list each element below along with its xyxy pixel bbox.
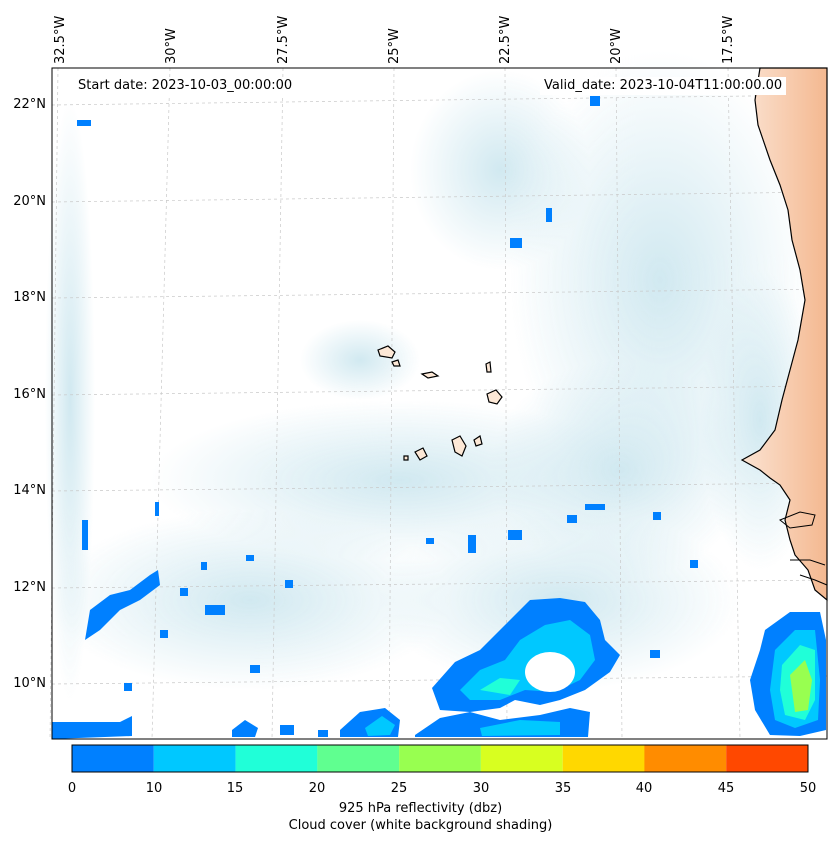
lon-label: 22.5°W (498, 15, 513, 64)
africa-land (740, 67, 828, 602)
reflectivity-patches (52, 96, 826, 739)
cape-verde-islands (377, 345, 503, 461)
map-frame (51, 67, 828, 740)
colorbar-segment (317, 745, 400, 772)
colorbar-tick: 15 (226, 781, 244, 796)
colorbar-segment (235, 745, 318, 772)
lat-label: 16°N (13, 387, 46, 402)
cloud-cover (45, 50, 820, 700)
lon-label: 30°W (164, 28, 179, 64)
colorbar-segment (562, 745, 645, 772)
colorbar-tick: 30 (472, 781, 490, 796)
lat-label: 12°N (13, 580, 46, 595)
lat-label: 22°N (13, 97, 46, 112)
colorbar-sublabel: Cloud cover (white background shading) (288, 818, 553, 833)
colorbar (71, 744, 809, 773)
lat-label: 10°N (13, 676, 46, 691)
valid-date-label: Valid_date: 2023-10-04T11:00:00.00 (540, 77, 787, 95)
colorbar-tick: 35 (554, 781, 572, 796)
colorbar-tick: 10 (145, 781, 163, 796)
lat-label: 18°N (13, 290, 46, 305)
lon-label: 20°W (609, 28, 624, 64)
lat-label: 20°N (13, 194, 46, 209)
colorbar-segment (399, 745, 481, 772)
lat-label: 14°N (13, 483, 46, 498)
colorbar-tick: 50 (799, 781, 817, 796)
colorbar-segment (72, 745, 154, 772)
colorbar-tick: 0 (67, 781, 77, 796)
lon-label: 32.5°W (53, 15, 68, 64)
colorbar-tick: 40 (635, 781, 653, 796)
colorbar-tick: 45 (717, 781, 735, 796)
colorbar-tick: 25 (390, 781, 408, 796)
colorbar-tick: 20 (308, 781, 326, 796)
colorbar-segment (480, 745, 563, 772)
colorbar-label: 925 hPa reflectivity (dbz) (338, 801, 503, 816)
start-date-label: Start date: 2023-10-03_00:00:00 (74, 77, 297, 95)
lon-label: 25°W (387, 28, 402, 64)
lon-label: 17.5°W (721, 15, 736, 64)
colorbar-segment (153, 745, 236, 772)
colorbar-segment (726, 745, 808, 772)
lon-label: 27.5°W (276, 15, 291, 64)
colorbar-segment (644, 745, 727, 772)
